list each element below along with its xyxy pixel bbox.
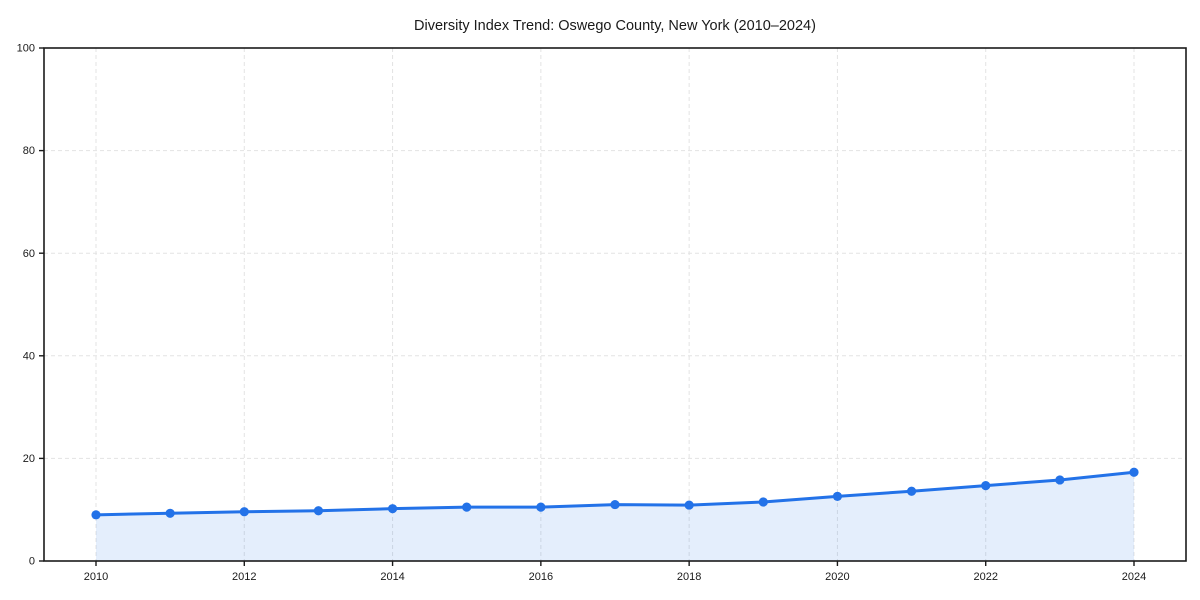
data-point-2018: [684, 500, 694, 510]
data-point-2010: [91, 510, 101, 520]
y-tick-label: 60: [23, 248, 35, 260]
data-point-2014: [387, 504, 398, 514]
data-point-2016: [536, 502, 546, 512]
y-tick-label: 80: [23, 145, 35, 157]
axes: [39, 47, 1187, 566]
plot-border: [43, 47, 1187, 562]
tick-labels: 2010 2012 2014 2016 2018 2020 2022 2024 0 20 40 60 8…: [17, 43, 1147, 583]
x-tick-label: 2024: [1122, 571, 1146, 583]
data-point-2020: [832, 491, 843, 501]
y-tick-label: 0: [29, 556, 35, 568]
data-point-2023: [1055, 475, 1065, 485]
data-point-2022: [981, 480, 991, 491]
y-tick-label: 40: [23, 350, 35, 362]
data-point-2013: [313, 506, 324, 516]
trend-series: [91, 467, 1139, 520]
data-point-2012: [239, 507, 249, 517]
data-point-2021: [906, 486, 917, 496]
data-point-2011: [165, 508, 175, 518]
x-tick-label: 2016: [529, 571, 553, 583]
x-tick-label: 2014: [380, 571, 404, 583]
y-tick-label: 20: [23, 453, 35, 465]
data-point-2024: [1129, 467, 1139, 477]
x-tick-label: 2018: [677, 571, 701, 583]
data-point-2019: [758, 497, 768, 507]
x-tick-label: 2020: [825, 571, 849, 583]
y-tick-label: 100: [17, 43, 35, 55]
data-point-2017: [610, 499, 620, 510]
data-point-2015: [462, 502, 472, 512]
chart-title: Diversity Index Trend: Oswego County, Ne…: [414, 18, 816, 34]
x-tick-label: 2022: [973, 571, 997, 583]
x-tick-label: 2012: [232, 571, 256, 583]
x-tick-label: 2010: [84, 571, 108, 583]
